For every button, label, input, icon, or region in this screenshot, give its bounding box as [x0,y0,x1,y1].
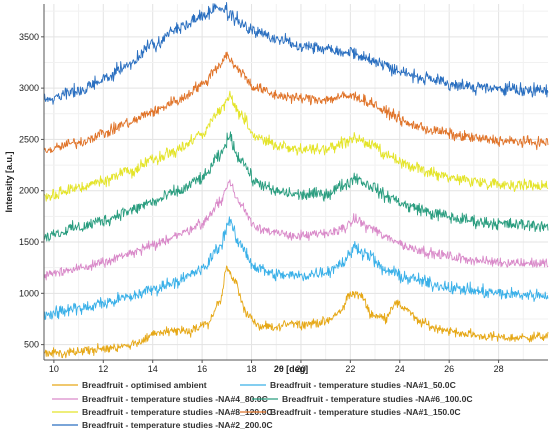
x-tick-label-22: 22 [345,364,355,374]
legend-label-7: Breadfruit - temperature studies -NA#2_2… [82,420,273,430]
x-axis-label: 2θ [deg] [274,364,308,374]
x-tick-label-26: 26 [444,364,454,374]
axes-layer: 10 12 14 16 18 20 22 24 26 28 500 1000 1500 2000 2500 3… [4,4,548,374]
legend-label-5: Breadfruit - temperature studies -NA#8_1… [82,407,273,417]
x-tick-label-16: 16 [197,364,207,374]
series-line-2 [43,216,549,321]
x-tick-label-14: 14 [148,364,158,374]
series-line-4 [43,131,549,242]
series-line-1 [43,265,549,359]
legend-label-4: Breadfruit - temperature studies -NA#6_1… [282,394,473,404]
grid-layer [44,4,548,360]
x-tick-label-28: 28 [494,364,504,374]
series-line-7 [43,2,549,105]
x-tick-label-24: 24 [395,364,405,374]
legend-label-3: Breadfruit - temperature studies -NA#4_8… [82,394,268,404]
y-tick-label-500: 500 [24,340,39,350]
x-tick-label-20: 20 [296,364,306,374]
x-tick-label-18: 18 [247,364,257,374]
legend-label-6: Breadfruit - temperature studies -NA#1_1… [270,407,461,417]
y-tick-label-1000: 1000 [19,288,39,298]
series-line-5 [43,90,549,202]
x-tick-label-12: 12 [98,364,108,374]
series-line-6 [43,51,549,154]
y-tick-label-2000: 2000 [19,186,39,196]
y-tick-label-3000: 3000 [19,83,39,93]
legend-label-2: Breadfruit - temperature studies -NA#1_5… [270,380,456,390]
series-line-3 [43,179,549,281]
y-tick-label-2500: 2500 [19,134,39,144]
series-layer [43,2,549,359]
y-tick-label-3500: 3500 [19,32,39,42]
legend-label-1: Breadfruit - optimised ambient [82,380,207,390]
y-axis-label: Intensity [a.u.] [4,151,14,212]
x-tick-label-10: 10 [49,364,59,374]
legend: Breadfruit - optimised ambient Breadfruit… [52,380,473,430]
y-tick-label-1500: 1500 [19,237,39,247]
